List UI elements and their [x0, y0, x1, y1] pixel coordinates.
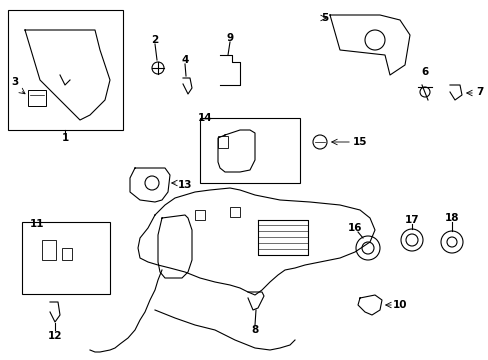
- Text: 13: 13: [177, 180, 192, 190]
- Bar: [28, 90, 46, 106]
- Text: 2: 2: [151, 35, 158, 45]
- Text: 11: 11: [30, 219, 44, 229]
- Text: 7: 7: [475, 87, 483, 97]
- Text: 12: 12: [48, 331, 62, 341]
- Text: 1: 1: [61, 133, 68, 143]
- Text: 9: 9: [226, 33, 233, 43]
- Bar: [8, 10, 123, 130]
- Text: 3: 3: [11, 77, 19, 87]
- Bar: [200, 118, 299, 183]
- Bar: [229, 207, 240, 217]
- Bar: [62, 248, 72, 260]
- Text: 10: 10: [392, 300, 407, 310]
- Text: 17: 17: [404, 215, 418, 225]
- Text: 18: 18: [444, 213, 458, 223]
- Text: 5: 5: [321, 13, 328, 23]
- Text: 4: 4: [181, 55, 188, 65]
- Text: 6: 6: [421, 67, 428, 77]
- Text: 8: 8: [251, 325, 258, 335]
- Text: 16: 16: [347, 223, 362, 233]
- Text: 15: 15: [352, 137, 366, 147]
- Bar: [218, 136, 227, 148]
- Bar: [42, 240, 56, 260]
- Bar: [195, 210, 204, 220]
- Text: 14: 14: [197, 113, 212, 123]
- Bar: [22, 222, 110, 294]
